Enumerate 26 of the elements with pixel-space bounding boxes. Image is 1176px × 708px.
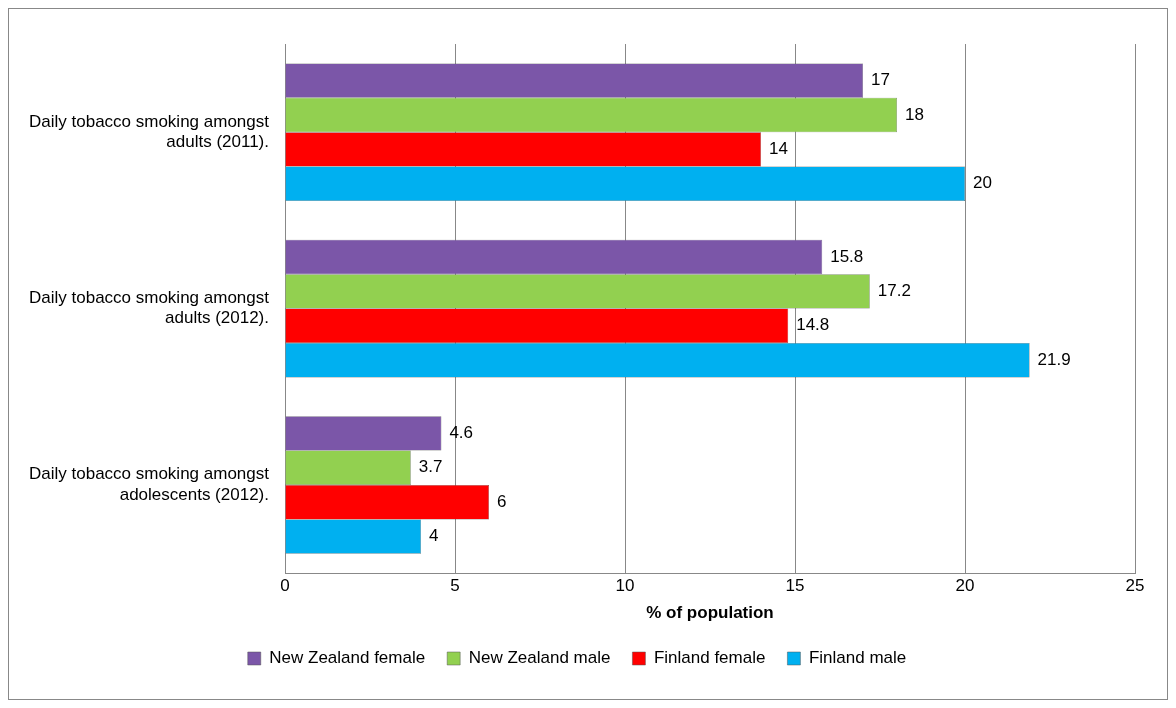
data-label: 20 — [973, 173, 992, 193]
data-label: 6 — [497, 491, 507, 511]
x-axis-title: % of population — [646, 603, 774, 623]
data-label: 18 — [905, 104, 924, 124]
data-label: 17.2 — [877, 281, 911, 301]
data-label: 21.9 — [1037, 349, 1071, 369]
x-tick-label: 15 — [785, 576, 805, 596]
data-label: 17 — [871, 70, 890, 90]
data-label: 14.8 — [796, 315, 830, 335]
data-label: 14 — [769, 139, 788, 159]
legend-label: New Zealand male — [468, 648, 611, 668]
y-tick-label: Daily tobacco smoking amongst adults (2012). — [28, 288, 270, 328]
x-tick-label: 20 — [955, 576, 975, 596]
x-tick-label: 0 — [280, 576, 290, 596]
legend-label: Finland male — [808, 648, 907, 668]
y-tick-label: Daily tobacco smoking amongst adults (2011). — [28, 111, 270, 152]
data-label: 3.7 — [418, 457, 443, 477]
legend-label: Finland female — [653, 648, 766, 668]
data-label: 4.6 — [449, 423, 474, 443]
y-tick-label: Daily tobacco smoking amongst adolescents (2012). — [28, 464, 270, 504]
data-label: 4 — [429, 526, 439, 546]
x-tick-label: 25 — [1125, 576, 1145, 596]
x-tick-label: 10 — [615, 576, 635, 596]
data-label: 15.8 — [830, 246, 864, 266]
x-tick-label: 5 — [450, 576, 460, 596]
legend-label: New Zealand female — [269, 648, 426, 668]
